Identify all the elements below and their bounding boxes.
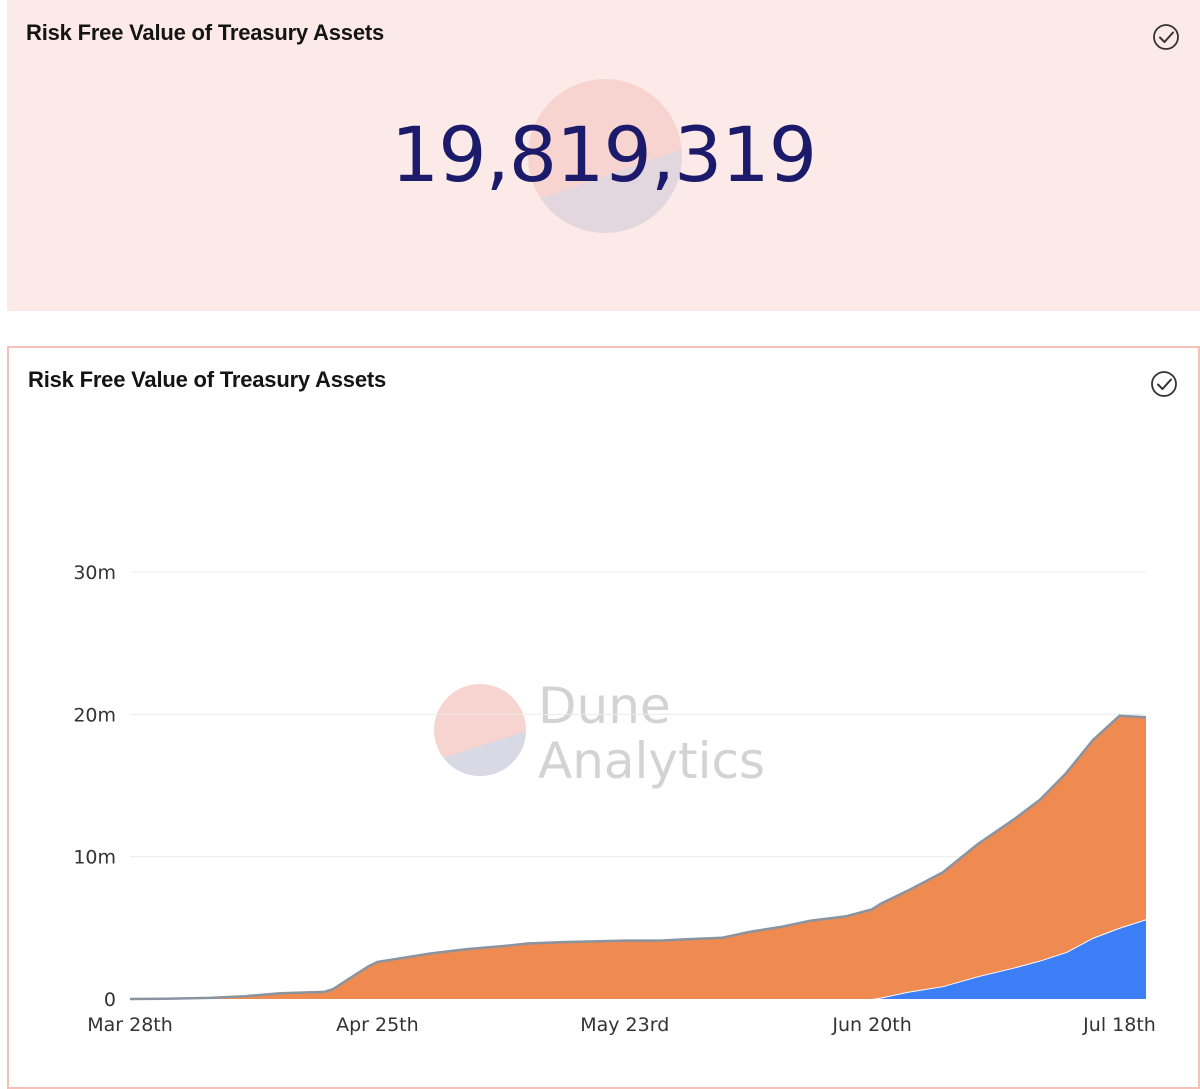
x-tick-label: May 23rd [580,1014,669,1036]
series-areas [129,714,1147,1001]
watermark-line2: Analytics [538,732,765,790]
y-axis-ticks: 0 10m 20m 30m [73,562,116,1011]
y-tick-label: 30m [73,562,116,584]
y-tick-label: 20m [73,704,116,726]
x-tick-label: Mar 28th [87,1014,173,1036]
dune-analytics-watermark: Dune Analytics [434,677,765,790]
chart-panel-title: Risk Free Value of Treasury Assets [28,367,387,392]
dune-logo-icon [528,79,682,233]
y-tick-label: 0 [104,989,116,1011]
check-circle-icon[interactable] [1150,370,1178,398]
x-axis-ticks: Mar 28th Apr 25th May 23rd Jun 20th Jul 18th [87,1014,1156,1036]
check-circle-icon[interactable] [1152,23,1180,51]
grid-lines [130,571,1146,858]
x-tick-label: Jul 18th [1082,1014,1156,1036]
counter-panel-title: Risk Free Value of Treasury Assets [26,20,385,45]
counter-value: 19,819,319 [390,110,817,199]
x-tick-label: Jun 20th [831,1014,911,1036]
y-tick-label: 10m [73,847,116,869]
x-tick-label: Apr 25th [336,1014,419,1036]
series-area-1[interactable] [130,715,1146,999]
dune-logo-icon [434,684,526,776]
series-area-0[interactable] [130,919,1146,999]
counter-panel: Risk Free Value of Treasury Assets 19,81… [7,0,1200,311]
series-line-1 [129,714,1147,1001]
watermark-line1: Dune [538,677,671,735]
